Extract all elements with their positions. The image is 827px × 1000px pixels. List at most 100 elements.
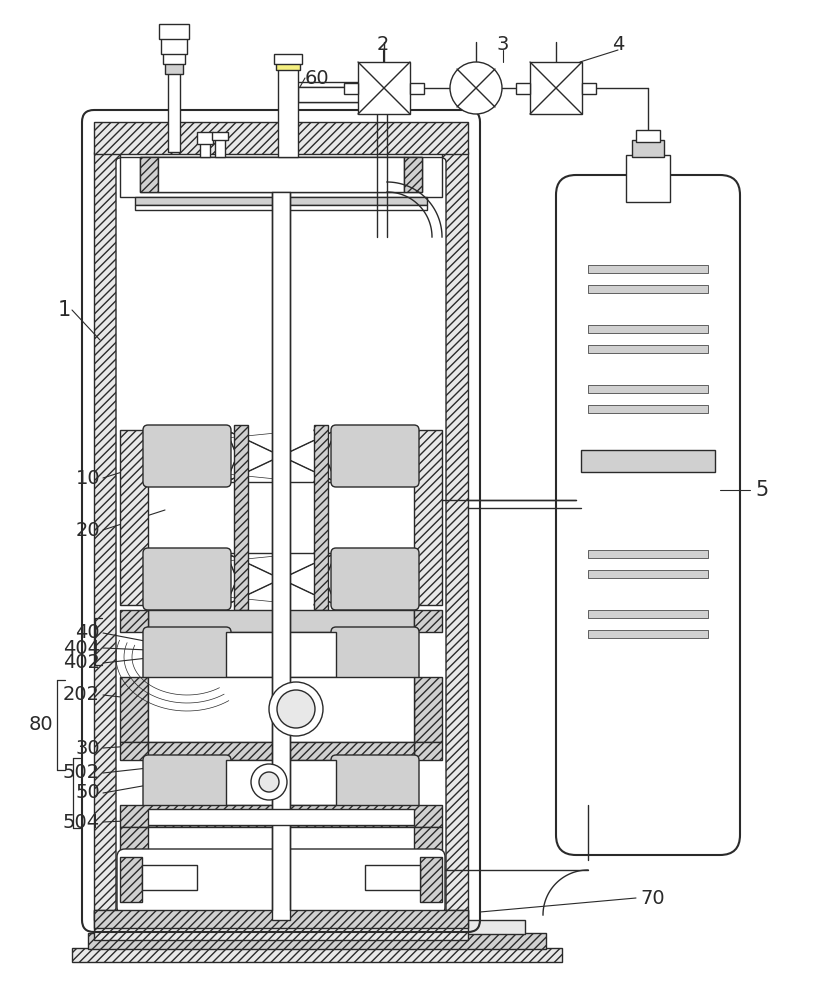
- Text: 20: 20: [75, 520, 100, 540]
- Bar: [161, 37, 187, 54]
- Circle shape: [450, 62, 502, 114]
- Bar: [120, 857, 142, 902]
- Bar: [588, 325, 708, 333]
- Bar: [120, 430, 148, 605]
- Bar: [140, 157, 158, 192]
- Bar: [365, 865, 420, 890]
- Text: 70: 70: [640, 888, 665, 908]
- Bar: [94, 910, 468, 940]
- Bar: [148, 809, 414, 825]
- Bar: [636, 130, 660, 142]
- FancyBboxPatch shape: [331, 755, 419, 810]
- Bar: [165, 62, 183, 74]
- Bar: [120, 677, 148, 742]
- Bar: [358, 62, 410, 114]
- Bar: [94, 122, 468, 154]
- Bar: [588, 405, 708, 413]
- Bar: [120, 742, 148, 760]
- Text: 60: 60: [305, 68, 330, 88]
- Bar: [582, 83, 596, 94]
- FancyBboxPatch shape: [331, 548, 419, 610]
- Text: 3: 3: [497, 35, 509, 54]
- Bar: [226, 632, 336, 677]
- Bar: [588, 610, 708, 618]
- Text: 50: 50: [75, 784, 100, 802]
- Bar: [158, 157, 404, 192]
- Bar: [278, 67, 298, 157]
- FancyBboxPatch shape: [143, 425, 231, 487]
- Text: 30: 30: [75, 738, 100, 758]
- Bar: [159, 24, 189, 39]
- Bar: [135, 205, 427, 210]
- Text: 5: 5: [755, 480, 768, 500]
- Bar: [163, 52, 185, 64]
- Text: 202: 202: [63, 686, 100, 704]
- Text: 2: 2: [377, 35, 390, 54]
- Bar: [142, 865, 197, 890]
- Text: 504: 504: [63, 812, 100, 832]
- Bar: [414, 430, 442, 605]
- Bar: [414, 677, 442, 742]
- Bar: [414, 610, 442, 632]
- Bar: [148, 742, 414, 760]
- FancyBboxPatch shape: [143, 755, 231, 810]
- Bar: [632, 140, 664, 157]
- Bar: [442, 152, 468, 920]
- Bar: [588, 265, 708, 273]
- FancyBboxPatch shape: [143, 548, 231, 610]
- Text: 4: 4: [612, 35, 624, 54]
- Bar: [72, 948, 562, 962]
- Bar: [120, 827, 442, 857]
- Bar: [234, 425, 248, 610]
- Bar: [135, 197, 427, 205]
- Bar: [516, 83, 530, 94]
- Bar: [94, 910, 468, 928]
- Bar: [314, 425, 328, 610]
- Text: 1: 1: [58, 300, 71, 320]
- Circle shape: [251, 764, 287, 800]
- Bar: [276, 62, 300, 70]
- Bar: [120, 805, 442, 827]
- Bar: [414, 742, 442, 760]
- Bar: [344, 83, 358, 94]
- Bar: [88, 933, 546, 949]
- Bar: [110, 920, 525, 934]
- FancyBboxPatch shape: [116, 158, 446, 914]
- Text: 404: 404: [63, 639, 100, 658]
- Circle shape: [277, 690, 315, 728]
- Bar: [588, 550, 708, 558]
- FancyBboxPatch shape: [331, 627, 419, 682]
- Bar: [272, 192, 290, 920]
- Text: 40: 40: [75, 624, 100, 643]
- Bar: [140, 157, 422, 192]
- Bar: [148, 677, 414, 742]
- FancyBboxPatch shape: [331, 425, 419, 487]
- Bar: [588, 385, 708, 393]
- FancyBboxPatch shape: [143, 627, 231, 682]
- Bar: [148, 610, 414, 632]
- Text: 502: 502: [63, 764, 100, 782]
- Text: 10: 10: [75, 468, 100, 488]
- FancyBboxPatch shape: [556, 175, 740, 855]
- Bar: [530, 62, 582, 114]
- Bar: [226, 760, 336, 805]
- Bar: [420, 857, 442, 902]
- Bar: [298, 87, 408, 102]
- Text: 80: 80: [28, 716, 53, 734]
- Bar: [212, 132, 228, 140]
- Circle shape: [269, 682, 323, 736]
- Bar: [410, 83, 424, 94]
- Text: 402: 402: [63, 654, 100, 672]
- Bar: [94, 152, 120, 920]
- Bar: [200, 142, 210, 157]
- Bar: [404, 157, 422, 192]
- Bar: [215, 137, 225, 157]
- FancyBboxPatch shape: [117, 849, 445, 915]
- Bar: [588, 345, 708, 353]
- Bar: [581, 450, 715, 472]
- Bar: [588, 630, 708, 638]
- Bar: [626, 155, 670, 202]
- Circle shape: [259, 772, 279, 792]
- Bar: [274, 54, 302, 64]
- Bar: [197, 132, 213, 144]
